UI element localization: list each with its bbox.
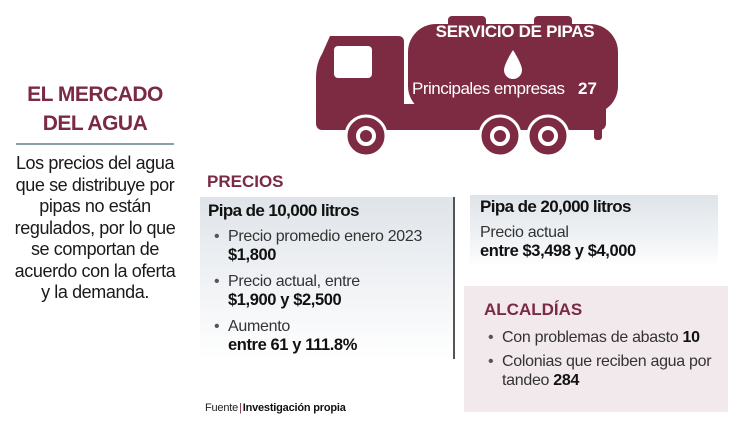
item-label: Colonias que reciben agua por tandeo [502, 353, 712, 389]
intro-text: Los precios del agua que se distribuye p… [14, 153, 176, 302]
pipa-20k-card: Pipa de 20,000 litros Precio actual entr… [470, 195, 718, 267]
title-line-1: EL MERCADO [27, 83, 163, 106]
item-value: entre $3,498 y $4,000 [480, 242, 636, 260]
title-line-2: DEL AGUA [42, 112, 148, 135]
item-label: Precio promedio enero 2023 [228, 228, 423, 245]
item-label: Con problemas de abasto [502, 329, 679, 346]
list-item: Con problemas de abasto 10 [486, 328, 728, 347]
pipa-20k-title: Pipa de 20,000 litros [480, 197, 631, 216]
title-divider [16, 143, 174, 145]
pipa-10k-list: Precio promedio enero 2023 $1,800 Precio… [212, 227, 422, 362]
source-label: Fuente [205, 402, 239, 414]
item-value: entre 61 y 111.8% [228, 336, 357, 354]
companies-count: 27 [578, 79, 597, 98]
source-separator: | [239, 402, 242, 414]
list-item: Aumento entre 61 y 111.8% [212, 317, 422, 355]
precios-title: PRECIOS [207, 172, 284, 191]
truck-icon [316, 16, 618, 158]
item-value: $1,900 y $2,500 [228, 291, 342, 309]
list-item: Colonias que reciben agua por tandeo 284 [486, 352, 728, 390]
alcaldias-title: ALCALDÍAS [484, 300, 583, 319]
item-label: Aumento [228, 318, 290, 335]
truck-title: SERVICIO DE PIPAS [435, 22, 595, 41]
source-note: Fuente|Investigación propia [205, 402, 346, 414]
intro-column: EL MERCADO DEL AGUA Los precios del agua… [10, 80, 180, 304]
vertical-divider [453, 197, 455, 359]
item-label: Precio actual, entre [228, 273, 360, 290]
pipa-10k-card: Pipa de 10,000 litros Precio promedio en… [200, 197, 455, 359]
item-value: 284 [553, 372, 580, 389]
alcaldias-box: ALCALDÍAS Con problemas de abasto 10 Col… [464, 286, 728, 412]
pipa-20k-price: Precio actual entre $3,498 y $4,000 [480, 223, 636, 261]
item-value: $1,800 [228, 246, 277, 264]
source-value: Investigación propia [242, 402, 346, 414]
item-label: Precio actual [480, 224, 569, 241]
pipa-10k-title: Pipa de 10,000 litros [208, 201, 359, 220]
companies-label: Principales empresas [412, 79, 565, 98]
item-value: 10 [682, 329, 700, 346]
list-item: Precio promedio enero 2023 $1,800 [212, 227, 422, 265]
list-item: Precio actual, entre $1,900 y $2,500 [212, 272, 422, 310]
alcaldias-list: Con problemas de abasto 10 Colonias que … [486, 328, 728, 395]
page-title: EL MERCADO DEL AGUA [10, 80, 180, 138]
